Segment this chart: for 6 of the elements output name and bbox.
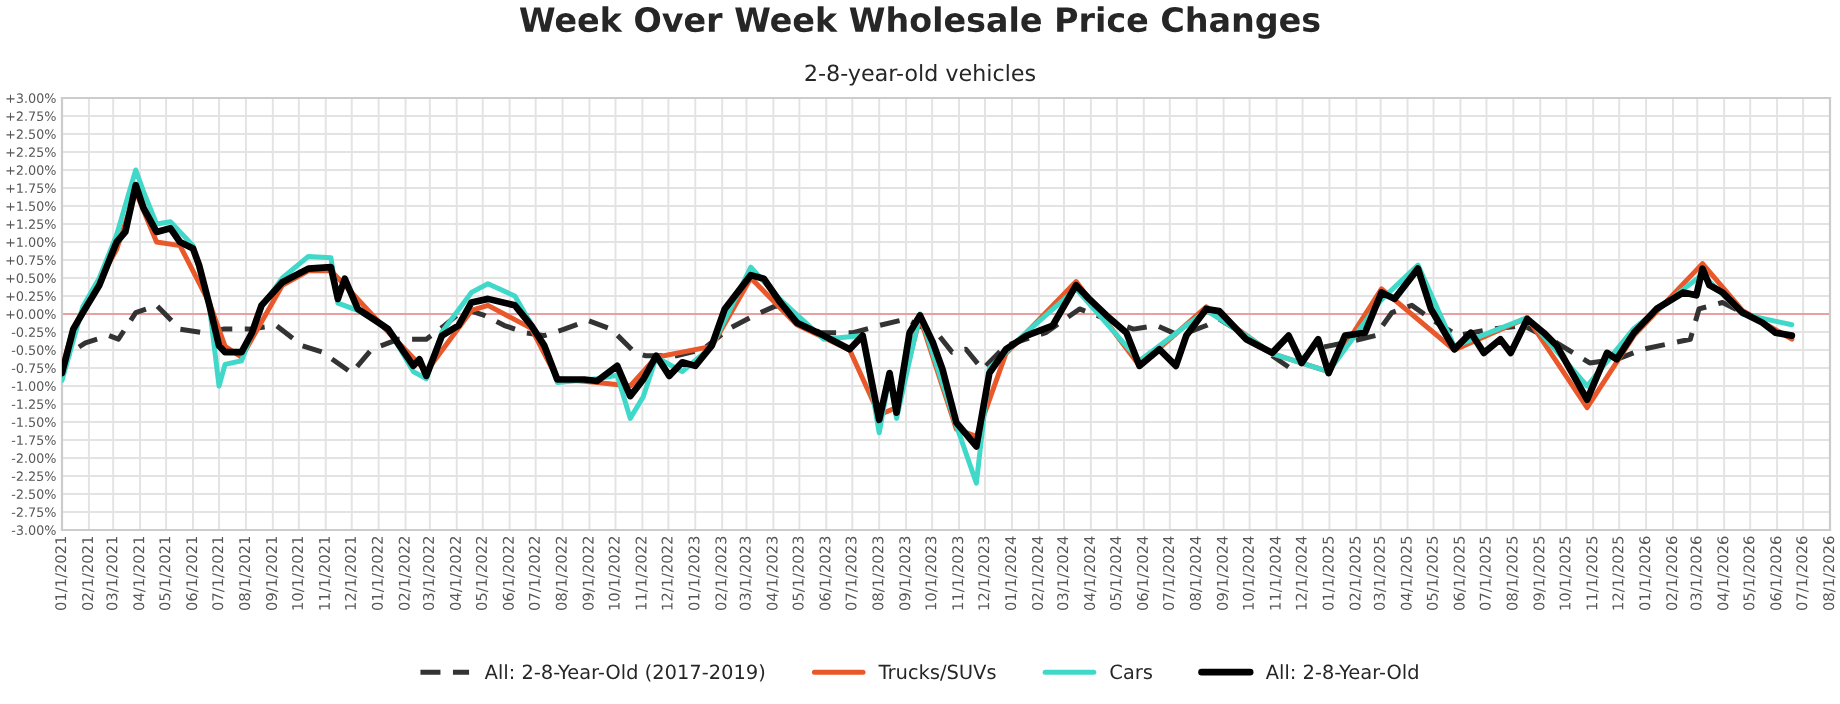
chart-subtitle: 2-8-year-old vehicles: [805, 64, 1035, 86]
legend-label: Trucks/SUVs: [878, 664, 996, 681]
legend-label: All: 2-8-Year-Old: [1265, 664, 1418, 680]
chart-title: Week Over Week Wholesale Price Changes: [519, 6, 1320, 39]
legend-label: All: 2-8-Year-Old (2017-2019): [484, 664, 765, 682]
legend-label: Cars: [1110, 664, 1152, 680]
